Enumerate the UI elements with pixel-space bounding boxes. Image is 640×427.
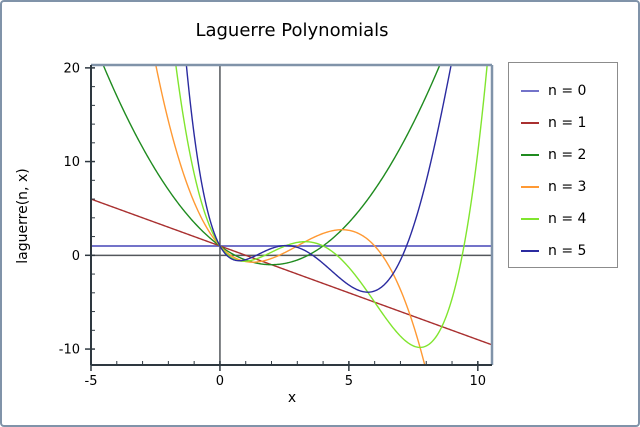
svg-text:20: 20 bbox=[63, 61, 80, 76]
svg-text:-5: -5 bbox=[85, 374, 98, 389]
legend-label-n1: n = 1 bbox=[548, 115, 587, 131]
legend-item-n1: n = 1 bbox=[509, 107, 617, 139]
svg-text:10: 10 bbox=[470, 374, 487, 389]
svg-text:0: 0 bbox=[216, 374, 224, 389]
svg-text:-10: -10 bbox=[59, 343, 80, 358]
legend-swatch-n0-icon bbox=[521, 90, 539, 92]
legend-swatch-n5-icon bbox=[521, 250, 539, 252]
svg-text:10: 10 bbox=[63, 155, 80, 170]
legend-item-n5: n = 5 bbox=[509, 235, 617, 267]
legend: n = 0 n = 1 n = 2 n = 3 n = 4 n = 5 bbox=[508, 62, 618, 268]
svg-text:0: 0 bbox=[72, 249, 80, 264]
legend-label-n3: n = 3 bbox=[548, 179, 587, 195]
svg-text:5: 5 bbox=[345, 374, 353, 389]
legend-item-n3: n = 3 bbox=[509, 171, 617, 203]
legend-swatch-n1-icon bbox=[521, 122, 539, 124]
legend-item-n4: n = 4 bbox=[509, 203, 617, 235]
chart-title: Laguerre Polynomials bbox=[195, 20, 389, 41]
legend-label-n5: n = 5 bbox=[548, 243, 587, 259]
legend-label-n4: n = 4 bbox=[548, 211, 587, 227]
legend-item-n2: n = 2 bbox=[509, 139, 617, 171]
legend-label-n0: n = 0 bbox=[548, 83, 587, 99]
legend-swatch-n4-icon bbox=[521, 218, 539, 220]
legend-swatch-n2-icon bbox=[521, 154, 539, 156]
legend-swatch-n3-icon bbox=[521, 186, 539, 188]
legend-item-n0: n = 0 bbox=[509, 75, 617, 107]
legend-label-n2: n = 2 bbox=[548, 147, 587, 163]
x-axis-label: x bbox=[287, 390, 297, 406]
